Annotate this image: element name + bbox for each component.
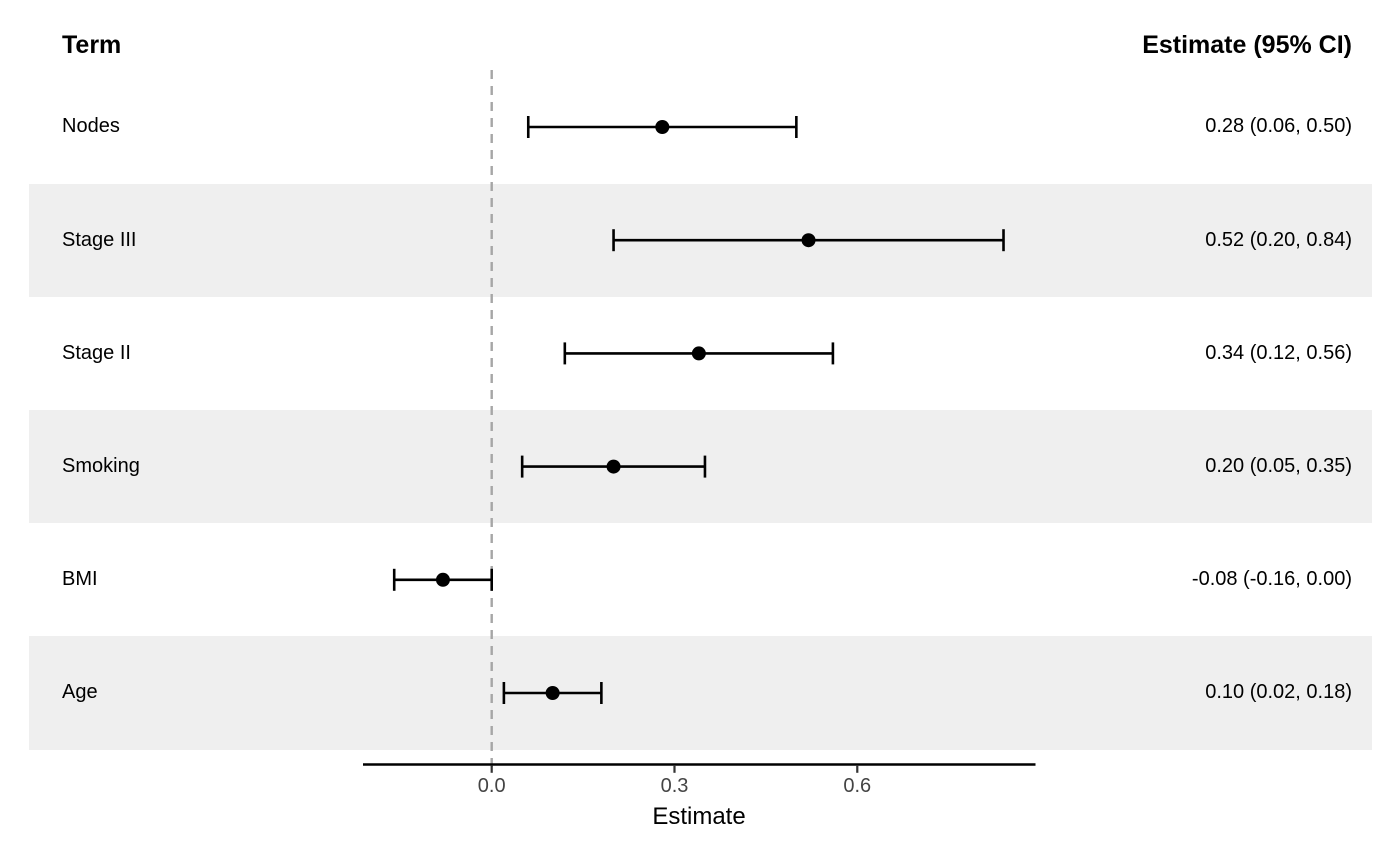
forest-row-nodes: Nodes 0.28 (0.06, 0.50) [29,70,1372,183]
x-axis-tick-label: 0.3 [660,775,689,797]
forest-row-bmi: BMI -0.08 (-0.16, 0.00) [29,523,1372,636]
term-label: BMI [62,568,98,591]
term-label: Age [62,681,98,704]
x-axis-title: Estimate [652,803,746,830]
estimate-ci-label: 0.34 (0.12, 0.56) [1205,341,1352,364]
term-label: Smoking [62,455,140,478]
term-column-header: Term [62,31,122,59]
estimate-ci-label: 0.28 (0.06, 0.50) [1205,115,1352,138]
estimate-ci-label: 0.52 (0.20, 0.84) [1205,228,1352,251]
term-label: Stage III [62,228,137,251]
estimate-ci-label: 0.10 (0.02, 0.18) [1205,681,1352,704]
forest-row-stage-ii: Stage II 0.34 (0.12, 0.56) [29,297,1372,410]
estimate-ci-label: -0.08 (-0.16, 0.00) [1191,568,1352,591]
x-axis-tick-label: 0.6 [843,775,872,797]
forest-row-stage-iii: Stage III 0.52 (0.20, 0.84) [29,183,1372,297]
estimate-ci-label: 0.20 (0.05, 0.35) [1205,455,1352,478]
estimate-column-header: Estimate (95% CI) [1142,31,1352,59]
term-label: Nodes [62,115,120,138]
forest-row-age: Age 0.10 (0.02, 0.18) [29,636,1372,750]
forest-row-smoking: Smoking 0.20 (0.05, 0.35) [29,410,1372,524]
x-axis-tick-label: 0.0 [477,775,506,797]
term-label: Stage II [62,341,131,364]
